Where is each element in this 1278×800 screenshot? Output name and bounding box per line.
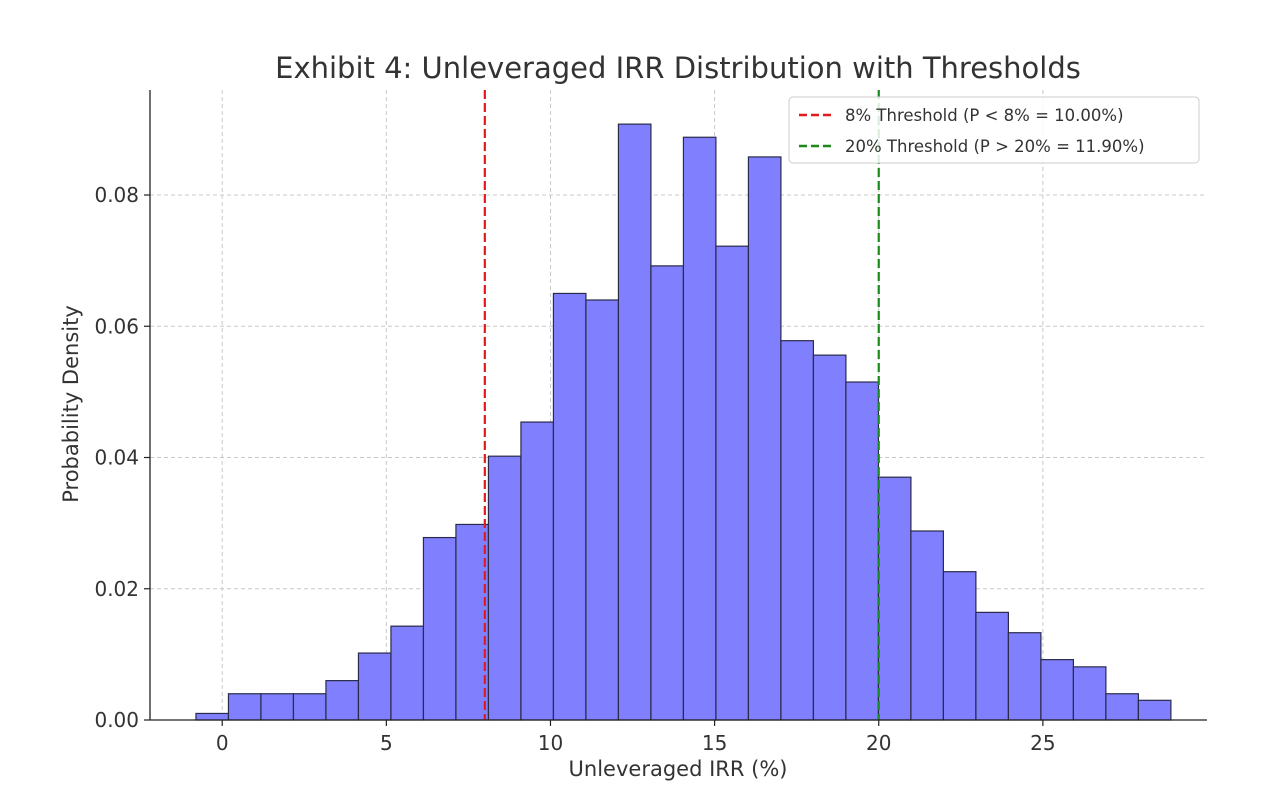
x-tick-label-4: 20 bbox=[866, 731, 891, 755]
chart-title: Exhibit 4: Unleveraged IRR Distribution … bbox=[275, 51, 1081, 85]
histogram-bar-29 bbox=[1137, 699, 1172, 721]
y-tick-label-0: 0.00 bbox=[94, 708, 139, 732]
x-tick-label-0: 0 bbox=[216, 731, 229, 755]
histogram-bar-4 bbox=[325, 680, 360, 721]
y-axis-label: Probability Density bbox=[59, 305, 83, 503]
histogram-bar-18 bbox=[780, 340, 815, 721]
x-tick-label-2: 10 bbox=[538, 731, 563, 755]
histogram-bar-27 bbox=[1072, 666, 1107, 721]
y-tick-label-4: 0.08 bbox=[94, 183, 139, 207]
x-tick-label-3: 15 bbox=[702, 731, 727, 755]
histogram-bar-14 bbox=[650, 265, 685, 721]
legend-label-0: 8% Threshold (P < 8% = 10.00%) bbox=[845, 106, 1124, 125]
histogram-bar-9 bbox=[487, 455, 522, 721]
legend: 8% Threshold (P < 8% = 10.00%) 20% Thresh… bbox=[788, 96, 1200, 164]
histogram-bar-21 bbox=[877, 476, 912, 721]
histogram-bar-15 bbox=[682, 136, 717, 721]
histogram-bar-13 bbox=[617, 123, 652, 721]
legend-label-1: 20% Threshold (P > 20% = 11.90%) bbox=[845, 137, 1145, 156]
y-tick-label-3: 0.06 bbox=[94, 314, 139, 338]
histogram-bar-26 bbox=[1040, 659, 1074, 721]
x-tick-label-1: 5 bbox=[380, 731, 393, 755]
histogram-bar-5 bbox=[357, 652, 392, 721]
histogram-bar-7 bbox=[422, 536, 457, 721]
y-tick-label-2: 0.04 bbox=[94, 446, 139, 470]
histogram-bar-10 bbox=[520, 421, 555, 721]
histogram-bar-28 bbox=[1105, 693, 1139, 721]
histogram-bar-19 bbox=[812, 354, 847, 721]
histogram-bar-1 bbox=[227, 693, 262, 721]
histogram-bar-3 bbox=[292, 693, 327, 721]
y-tick-label-1: 0.02 bbox=[94, 577, 139, 601]
histogram-bar-6 bbox=[390, 625, 425, 721]
histogram-bar-11 bbox=[552, 292, 587, 721]
histogram-bar-23 bbox=[942, 571, 977, 721]
x-tick-label-5: 25 bbox=[1030, 731, 1055, 755]
tick-labels: 0 5 10 15 20 25 0.00 0.02 0.04 0.06 0.08 bbox=[94, 183, 1055, 755]
histogram-bar-20 bbox=[845, 381, 880, 721]
histogram-bar-2 bbox=[260, 693, 295, 721]
histogram-bar-16 bbox=[715, 245, 750, 721]
histogram-bar-8 bbox=[455, 523, 490, 721]
histogram-bar-0 bbox=[195, 712, 230, 721]
threshold-lines bbox=[483, 90, 880, 720]
histogram-bar-17 bbox=[747, 156, 782, 721]
legend-box bbox=[788, 96, 1200, 164]
histogram-bar-22 bbox=[910, 530, 945, 721]
histogram-bar-12 bbox=[585, 299, 620, 721]
x-axis-label: Unleveraged IRR (%) bbox=[569, 757, 788, 781]
histogram-bar-24 bbox=[975, 611, 1010, 721]
histogram-bars bbox=[195, 123, 1172, 721]
histogram-bar-25 bbox=[1007, 632, 1042, 721]
